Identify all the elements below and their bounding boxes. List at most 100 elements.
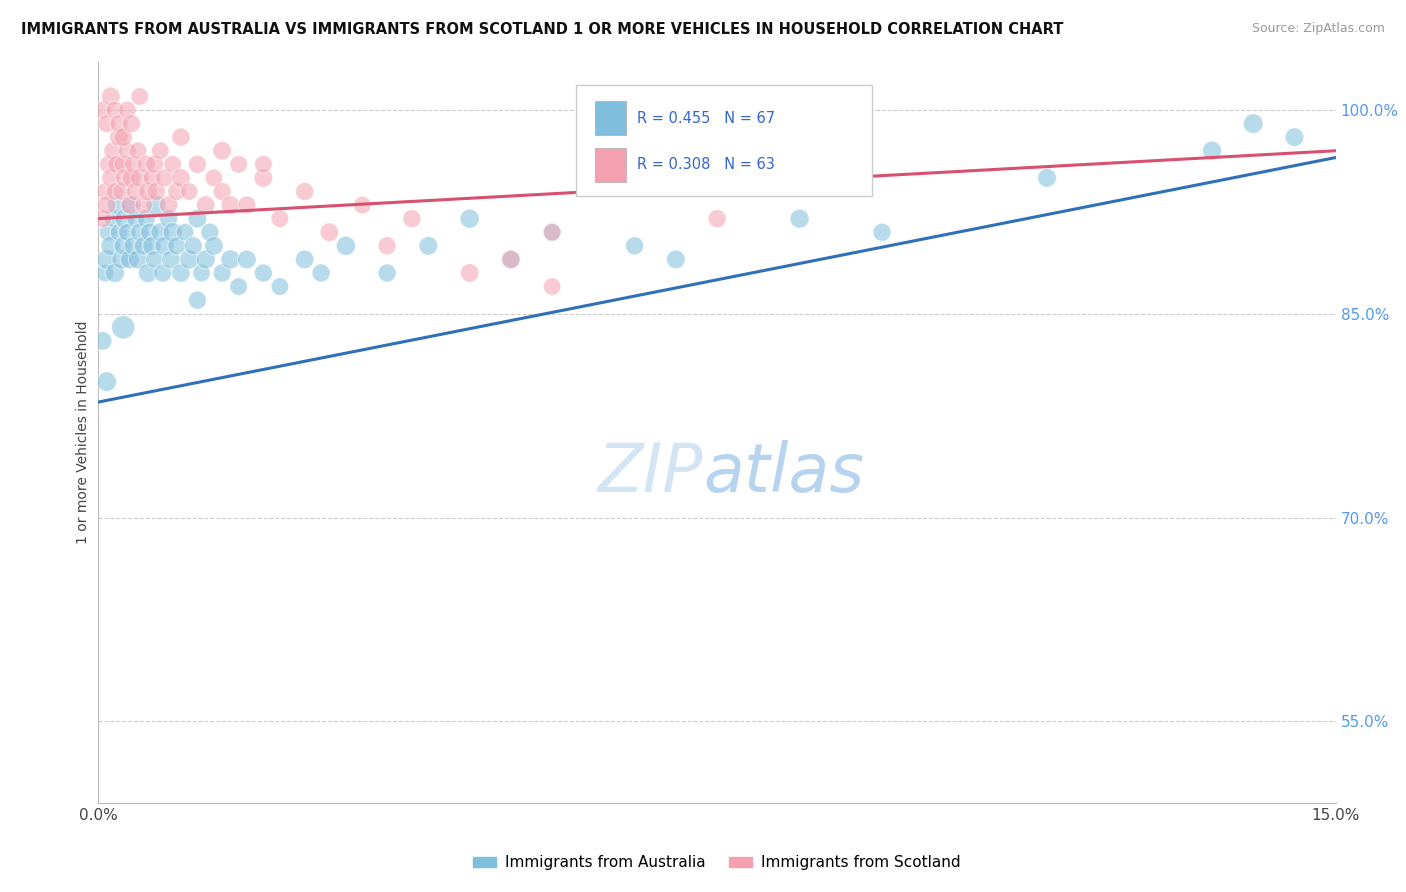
Point — [706, 211, 728, 226]
Point — [186, 293, 208, 308]
Point — [94, 266, 117, 280]
Point — [1284, 130, 1306, 145]
Point — [96, 198, 118, 212]
Point — [162, 157, 184, 171]
Point — [136, 185, 159, 199]
Point — [252, 157, 274, 171]
Point — [114, 211, 136, 226]
Point — [665, 252, 688, 267]
Point — [375, 239, 398, 253]
Point — [149, 144, 172, 158]
Point — [132, 239, 155, 253]
Point — [132, 198, 155, 212]
Text: atlas: atlas — [703, 440, 865, 506]
Point — [318, 225, 340, 239]
Point — [179, 252, 201, 267]
Point — [127, 252, 149, 267]
Point — [96, 375, 118, 389]
Point — [166, 239, 188, 253]
Point — [120, 117, 142, 131]
Point — [162, 225, 184, 239]
Point — [228, 279, 250, 293]
Point — [219, 198, 242, 212]
Legend: Immigrants from Australia, Immigrants from Scotland: Immigrants from Australia, Immigrants fr… — [467, 849, 967, 877]
Point — [91, 103, 114, 117]
Point — [375, 266, 398, 280]
Point — [104, 103, 127, 117]
Point — [120, 170, 142, 185]
Point — [112, 320, 135, 334]
Point — [108, 117, 131, 131]
Point — [198, 225, 221, 239]
Point — [789, 211, 811, 226]
Point — [122, 157, 145, 171]
Text: R = 0.455   N = 67: R = 0.455 N = 67 — [637, 111, 775, 126]
Point — [128, 89, 150, 103]
Text: Source: ZipAtlas.com: Source: ZipAtlas.com — [1251, 22, 1385, 36]
Point — [269, 211, 291, 226]
Point — [352, 198, 374, 212]
Point — [186, 157, 208, 171]
Point — [202, 170, 225, 185]
Point — [117, 225, 139, 239]
Point — [541, 225, 564, 239]
Point — [202, 239, 225, 253]
Point — [128, 225, 150, 239]
Point — [179, 185, 201, 199]
Point — [541, 225, 564, 239]
Point — [100, 89, 122, 103]
Text: R = 0.308   N = 63: R = 0.308 N = 63 — [637, 157, 775, 172]
Point — [219, 252, 242, 267]
Point — [1036, 170, 1059, 185]
Point — [141, 170, 163, 185]
Text: IMMIGRANTS FROM AUSTRALIA VS IMMIGRANTS FROM SCOTLAND 1 OR MORE VEHICLES IN HOUS: IMMIGRANTS FROM AUSTRALIA VS IMMIGRANTS … — [21, 22, 1063, 37]
Point — [211, 185, 233, 199]
Point — [108, 130, 131, 145]
Point — [96, 117, 118, 131]
Point — [118, 198, 141, 212]
Point — [143, 252, 166, 267]
Point — [174, 225, 197, 239]
Point — [181, 239, 204, 253]
Point — [117, 144, 139, 158]
Point — [110, 185, 132, 199]
Point — [170, 266, 193, 280]
Point — [236, 198, 259, 212]
Point — [166, 185, 188, 199]
Point — [252, 170, 274, 185]
Point — [112, 239, 135, 253]
Point — [114, 170, 136, 185]
Point — [269, 279, 291, 293]
Point — [194, 198, 217, 212]
Point — [418, 239, 440, 253]
Point — [623, 239, 645, 253]
Point — [97, 157, 120, 171]
Point — [160, 252, 183, 267]
Point — [127, 144, 149, 158]
Point — [100, 239, 122, 253]
Point — [135, 157, 157, 171]
Point — [499, 252, 522, 267]
Point — [145, 185, 167, 199]
Point — [236, 252, 259, 267]
Point — [541, 279, 564, 293]
Point — [108, 225, 131, 239]
Point — [94, 185, 117, 199]
Point — [112, 157, 135, 171]
Point — [117, 103, 139, 117]
Point — [104, 185, 127, 199]
Point — [499, 252, 522, 267]
Point — [149, 225, 172, 239]
Point — [211, 266, 233, 280]
Point — [309, 266, 332, 280]
Point — [122, 239, 145, 253]
Point — [294, 185, 316, 199]
Point — [186, 211, 208, 226]
Point — [228, 157, 250, 171]
Point — [112, 130, 135, 145]
Point — [211, 144, 233, 158]
Point — [157, 198, 180, 212]
Point — [135, 211, 157, 226]
Point — [1241, 117, 1264, 131]
Text: ZIP: ZIP — [598, 440, 703, 506]
